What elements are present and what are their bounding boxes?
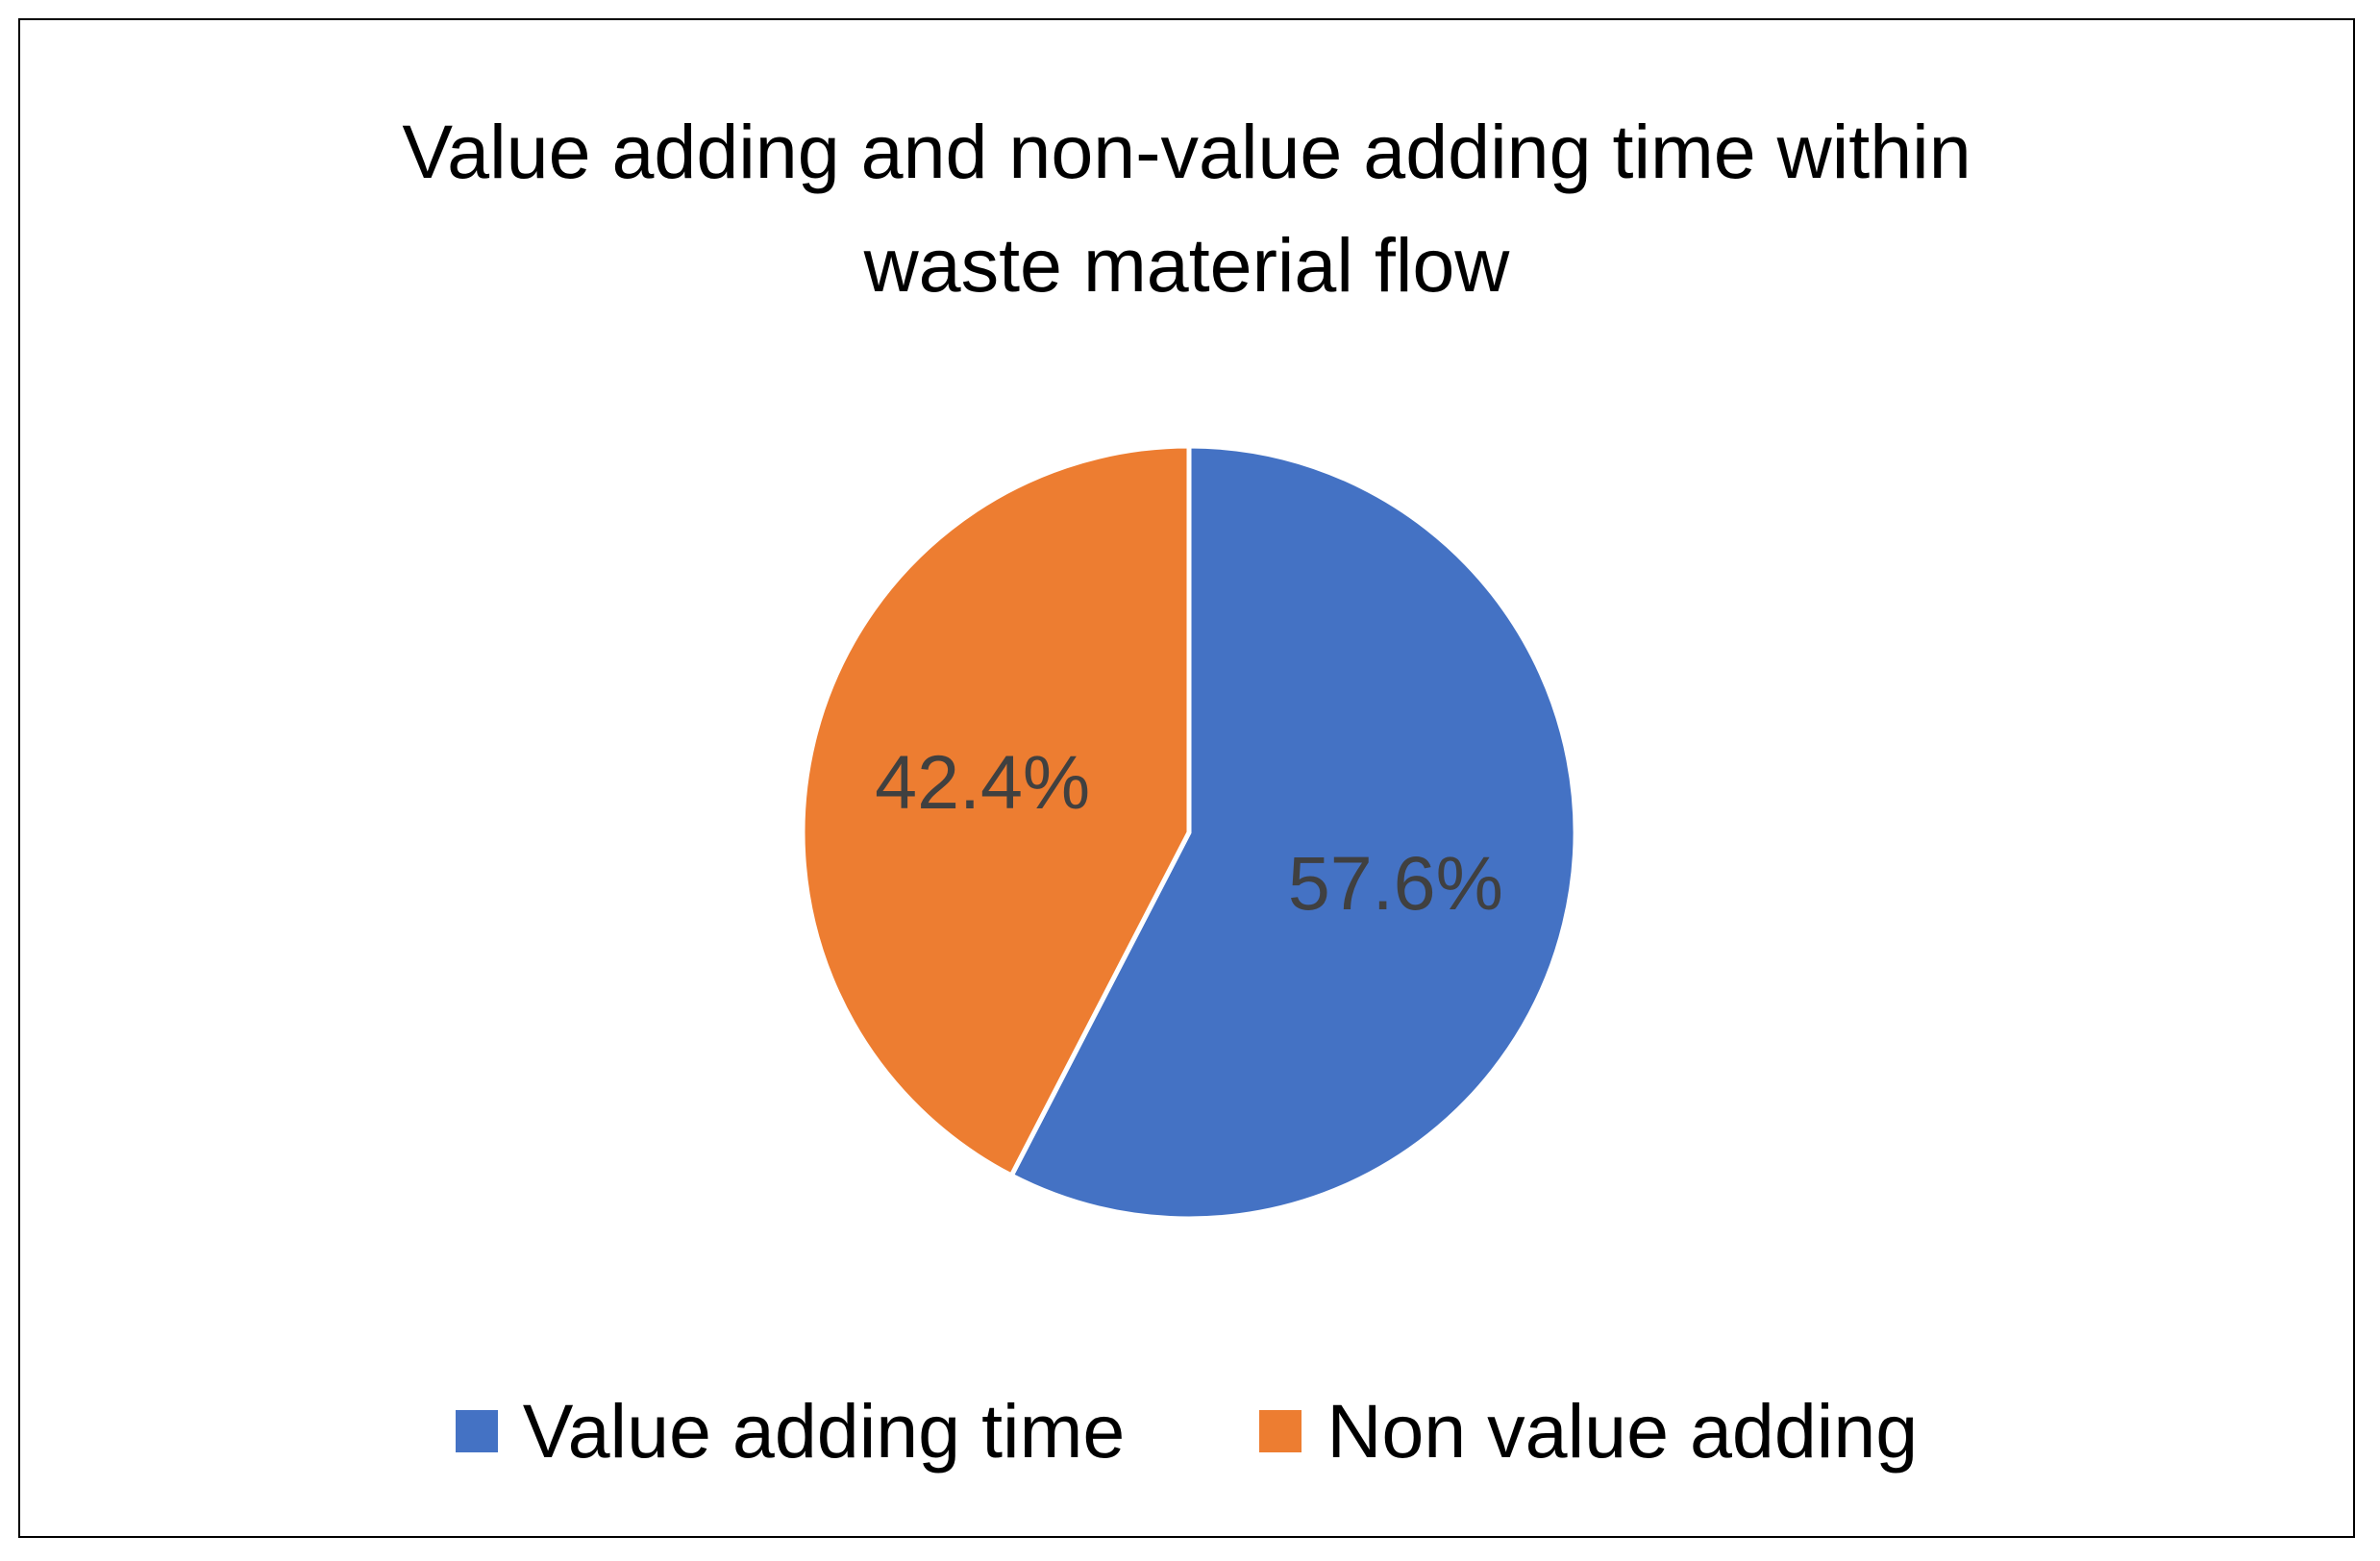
chart-title: Value adding and non-value adding time w…	[20, 95, 2353, 322]
legend-item-non-value-adding: Non value adding	[1259, 1383, 1918, 1479]
pie-chart: 57.6% 42.4%	[800, 443, 1578, 1222]
data-label-value-adding: 57.6%	[1288, 840, 1503, 926]
data-label-non-value-adding: 42.4%	[875, 739, 1090, 825]
legend-item-value-adding: Value adding time	[455, 1383, 1126, 1479]
chart-title-line-2: waste material flow	[863, 222, 1510, 308]
pie-slice-value-adding	[1008, 443, 1578, 1222]
pie-slice-non-value-adding	[800, 443, 1192, 1178]
legend-swatch-non-value-adding	[1259, 1410, 1302, 1452]
legend-label-non-value-adding: Non value adding	[1326, 1388, 1919, 1474]
legend-label-value-adding: Value adding time	[522, 1388, 1126, 1474]
chart-frame: Value adding and non-value adding time w…	[18, 18, 2355, 1538]
legend-swatch-value-adding	[455, 1410, 498, 1452]
legend: Value adding time Non value adding	[20, 1383, 2353, 1479]
chart-title-line-1: Value adding and non-value adding time w…	[402, 109, 1971, 194]
